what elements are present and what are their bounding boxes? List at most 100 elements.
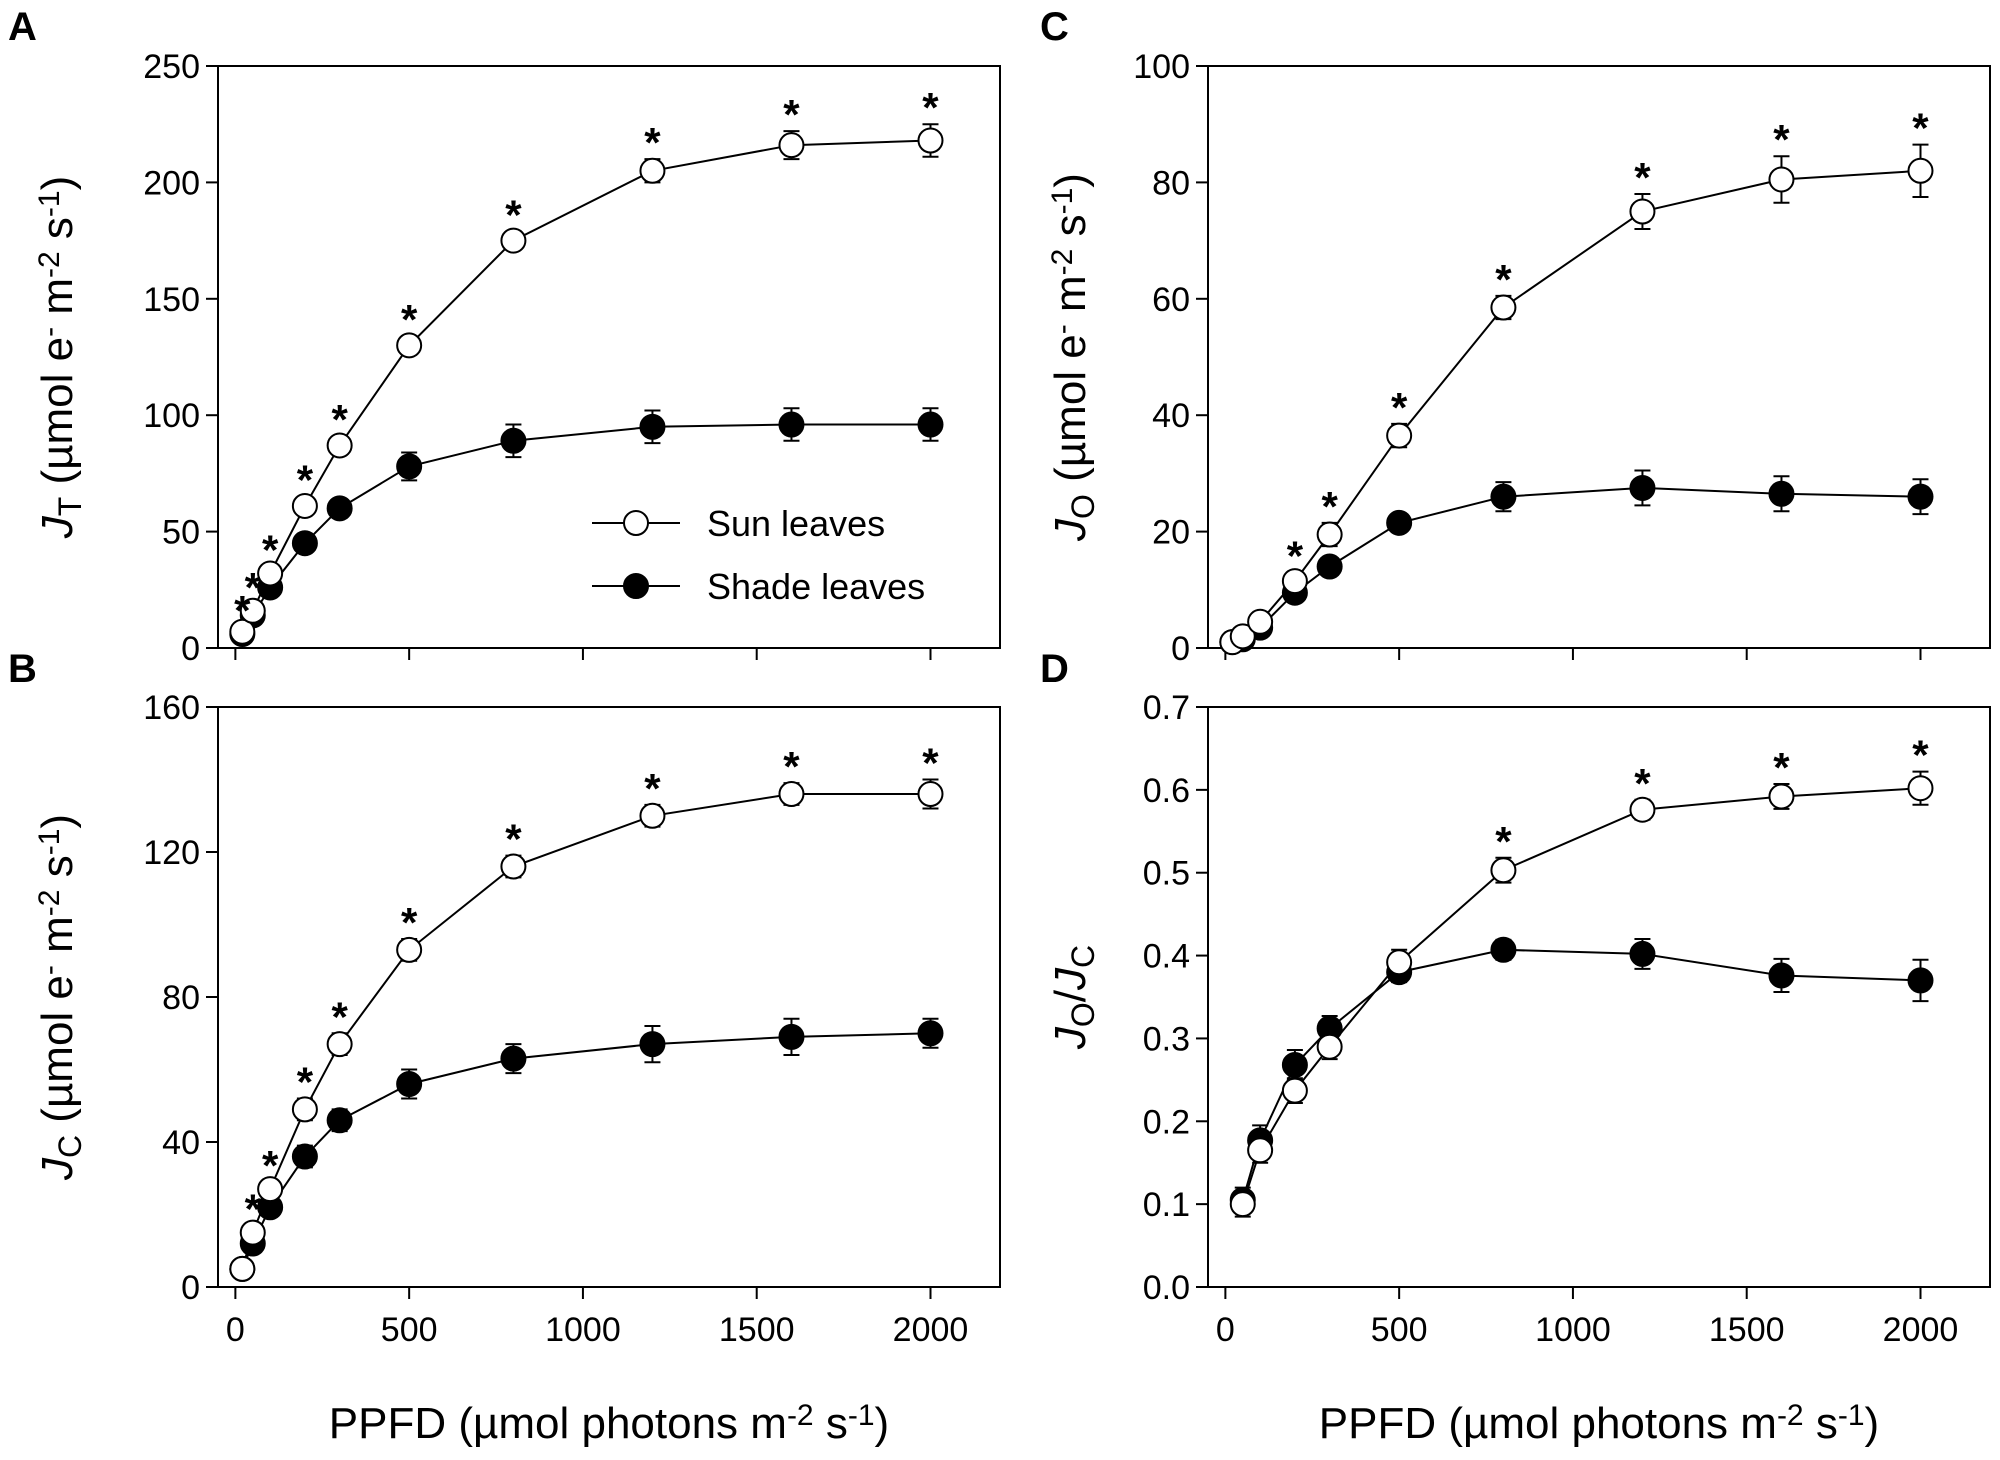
y-axis-title-a: JT (µmol e- m-2 s-1) bbox=[33, 176, 88, 540]
significance-star-a: * bbox=[505, 191, 522, 238]
data-point-sun-a bbox=[778, 132, 805, 159]
significance-star-a: * bbox=[644, 119, 661, 166]
significance-star-b: * bbox=[297, 1059, 314, 1106]
significance-star-b: * bbox=[262, 1142, 279, 1189]
plot-frame-d bbox=[1207, 706, 1991, 1288]
data-point-sun-b bbox=[917, 781, 944, 807]
significance-star-b: * bbox=[922, 740, 939, 787]
data-point-shade-b bbox=[917, 1020, 944, 1047]
significance-star-c: * bbox=[1773, 116, 1790, 163]
significance-star-b: * bbox=[783, 743, 800, 790]
significance-star-c: * bbox=[1391, 384, 1408, 431]
significance-star-b: * bbox=[401, 899, 418, 946]
panel-letter-a: A bbox=[8, 5, 37, 49]
data-point-sun-a bbox=[500, 227, 527, 254]
data-point-sun-c bbox=[1768, 166, 1795, 193]
data-point-shade-b bbox=[326, 1107, 353, 1134]
significance-star-b: * bbox=[505, 816, 522, 863]
significance-star-a: * bbox=[401, 296, 418, 343]
data-point-sun-b bbox=[778, 781, 805, 807]
legend-label-shade: Shade leaves bbox=[707, 566, 925, 607]
panel-d: D 0.0 0.1 0.2 0.3 0.4 0.5 0.6 0.7 0 500 1000 1500 200… bbox=[1040, 647, 1991, 1349]
legend-label-sun: Sun leaves bbox=[707, 503, 885, 544]
data-point-shade-a bbox=[326, 495, 353, 522]
y-tick-label-c: 20 bbox=[1152, 514, 1190, 552]
data-point-sun-d bbox=[1386, 949, 1413, 976]
data-point-sun-a bbox=[291, 492, 318, 519]
y-tick-label-c: 0 bbox=[1171, 630, 1190, 668]
data-point-shade-b bbox=[778, 1023, 805, 1050]
data-point-sun-c bbox=[1229, 623, 1256, 650]
data-point-shade-c bbox=[1629, 474, 1656, 501]
x-tick-label-b: 2000 bbox=[893, 1311, 969, 1349]
x-tick-label-b: 500 bbox=[381, 1311, 438, 1349]
data-point-shade-a bbox=[917, 411, 944, 438]
y-tick-label-a: 200 bbox=[143, 164, 200, 202]
data-point-sun-d bbox=[1281, 1077, 1308, 1104]
data-point-shade-d bbox=[1907, 967, 1934, 994]
series-line-sun-b bbox=[241, 793, 931, 1270]
data-point-sun-c bbox=[1247, 608, 1274, 635]
significance-star-a: * bbox=[245, 564, 262, 611]
y-tick-label-d: 0.6 bbox=[1143, 772, 1190, 810]
data-point-sun-b bbox=[239, 1219, 266, 1246]
significance-star-d: * bbox=[1634, 760, 1651, 807]
data-point-shade-b bbox=[291, 1143, 318, 1170]
y-tick-label-b: 120 bbox=[143, 834, 200, 872]
y-tick-label-d: 0.2 bbox=[1143, 1103, 1190, 1141]
x-tick-label-d: 1500 bbox=[1709, 1311, 1785, 1349]
data-point-sun-b bbox=[326, 1031, 353, 1058]
data-point-sun-b bbox=[396, 936, 423, 963]
data-point-shade-c bbox=[1490, 483, 1517, 510]
y-tick-label-a: 150 bbox=[143, 281, 200, 319]
data-point-sun-a bbox=[257, 560, 284, 587]
data-point-shade-d bbox=[1490, 936, 1517, 963]
y-tick-label-d: 0.7 bbox=[1143, 689, 1190, 727]
y-tick-label-c: 100 bbox=[1133, 48, 1190, 86]
y-tick-label-d: 0.0 bbox=[1143, 1269, 1190, 1307]
y-tick-label-b: 0 bbox=[181, 1269, 200, 1307]
series-line-shade-b bbox=[241, 1032, 931, 1270]
data-point-shade-a bbox=[500, 427, 527, 454]
significance-star-a: * bbox=[922, 84, 939, 131]
data-point-sun-c bbox=[1386, 422, 1413, 449]
y-tick-label-a: 100 bbox=[143, 397, 200, 435]
data-point-shade-b bbox=[639, 1031, 666, 1058]
series-line-shade-d bbox=[1241, 948, 1921, 1201]
data-point-shade-d bbox=[1281, 1051, 1308, 1078]
data-point-shade-a bbox=[639, 413, 666, 440]
data-point-shade-b bbox=[396, 1071, 423, 1097]
panel-b: B 0 40 80 120 160 0 500 1000 1500 2000 JC (µmol e- … bbox=[8, 647, 1001, 1349]
data-point-sun-b bbox=[291, 1096, 318, 1123]
data-point-sun-d bbox=[1247, 1137, 1274, 1164]
y-axis-title-c: JO (µmol e- m-2 s-1) bbox=[1046, 173, 1101, 542]
data-point-sun-d bbox=[1229, 1191, 1256, 1218]
data-point-sun-d bbox=[1629, 796, 1656, 823]
data-point-shade-c bbox=[1768, 480, 1795, 507]
panel-letter-c: C bbox=[1040, 5, 1069, 49]
data-point-shade-a bbox=[778, 411, 805, 438]
data-point-sun-b bbox=[500, 853, 527, 880]
significance-star-d: * bbox=[1773, 744, 1790, 791]
significance-star-c: * bbox=[1912, 105, 1929, 152]
y-axis-title-d: JO/JC bbox=[1046, 945, 1101, 1050]
plot-frame-c bbox=[1207, 65, 1991, 649]
significance-star-c: * bbox=[1287, 532, 1304, 579]
y-tick-label-b: 80 bbox=[162, 979, 200, 1017]
y-tick-label-b: 160 bbox=[143, 689, 200, 727]
data-point-sun-c bbox=[1316, 521, 1343, 548]
legend: Sun leaves Shade leaves bbox=[592, 503, 925, 607]
y-tick-label-a: 50 bbox=[162, 514, 200, 552]
data-point-sun-a bbox=[229, 618, 256, 645]
y-axis-title-b: JC (µmol e- m-2 s-1) bbox=[33, 814, 88, 1181]
x-tick-label-d: 0 bbox=[1216, 1311, 1235, 1349]
data-point-shade-b bbox=[500, 1045, 527, 1072]
data-point-shade-a bbox=[396, 453, 423, 480]
legend-marker-sun bbox=[623, 510, 649, 536]
x-axis-title-left: PPFD (µmol photons m-2 s-1) bbox=[329, 1399, 889, 1449]
y-tick-label-d: 0.3 bbox=[1143, 1020, 1190, 1058]
significance-star-c: * bbox=[1495, 256, 1512, 303]
